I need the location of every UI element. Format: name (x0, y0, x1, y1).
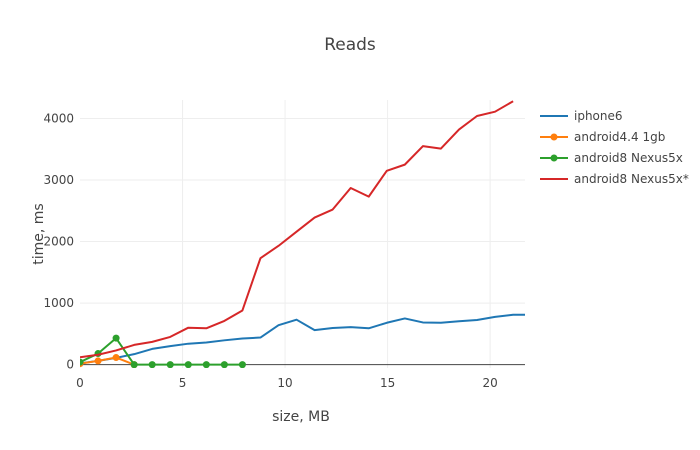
data-point-android8-nexus5x (202, 361, 210, 368)
x-tick-label: 0 (76, 376, 84, 390)
data-point-android8-nexus5x (220, 361, 228, 368)
y-tick-label: 3000 (43, 173, 74, 187)
legend-item-android8-nexus5x: android8 Nexus5x (540, 151, 683, 165)
legend-item-android8-nexus5x: android8 Nexus5x* (540, 172, 689, 186)
legend-marker (550, 154, 558, 162)
legend-marker (550, 133, 558, 141)
series-line-android4-4-1gb (80, 356, 135, 366)
y-tick-label: 1000 (43, 296, 74, 310)
y-tick-label: 4000 (43, 111, 74, 125)
series-line-iphone6 (80, 313, 525, 365)
y-tick-label: 2000 (43, 235, 74, 249)
x-tick-label: 5 (179, 376, 187, 390)
data-point-android8-nexus5x (130, 361, 138, 368)
data-point-android4-4-1gb (94, 357, 102, 365)
data-point-android8-nexus5x (148, 361, 156, 368)
x-tick-label: 15 (380, 376, 395, 390)
legend-label: iphone6 (574, 109, 623, 123)
legend-label: android8 Nexus5x (574, 151, 683, 165)
legend-label: android8 Nexus5x* (574, 172, 689, 186)
legend-item-android4-4-1gb: android4.4 1gb (540, 130, 665, 144)
y-gridlines (80, 117, 525, 304)
y-ticks: 0 1000 2000 3000 4000 (43, 111, 74, 371)
x-ticks: 0 5 10 15 20 (76, 376, 498, 390)
chart-title: Reads (324, 35, 376, 55)
plot-area (80, 100, 525, 368)
data-point-android8-nexus5x (238, 361, 246, 368)
x-tick-label: 20 (482, 376, 497, 390)
data-point-android8-nexus5x (184, 361, 192, 368)
series-android8-nexus5x (80, 334, 246, 368)
series-line-android8-nexus5x (80, 337, 243, 366)
x-axis-label: size, MB (272, 409, 330, 425)
y-axis-label: time, ms (31, 203, 47, 264)
data-point-android8-nexus5x (166, 361, 174, 368)
data-point-android4-4-1gb (112, 354, 120, 362)
legend: iphone6 android4.4 1gb android8 Nexus5x and… (540, 109, 689, 186)
x-tick-label: 10 (277, 376, 292, 390)
series-android8-nexus5x (80, 100, 514, 359)
series-line-android8-nexus5x (80, 100, 514, 359)
series-iphone6 (80, 313, 525, 365)
series-layer (80, 100, 525, 368)
data-point-android8-nexus5x (112, 334, 120, 342)
legend-label: android4.4 1gb (574, 130, 665, 144)
data-point-android8-nexus5x (80, 358, 84, 366)
legend-item-iphone6: iphone6 (540, 109, 623, 123)
y-tick-label: 0 (66, 358, 74, 372)
